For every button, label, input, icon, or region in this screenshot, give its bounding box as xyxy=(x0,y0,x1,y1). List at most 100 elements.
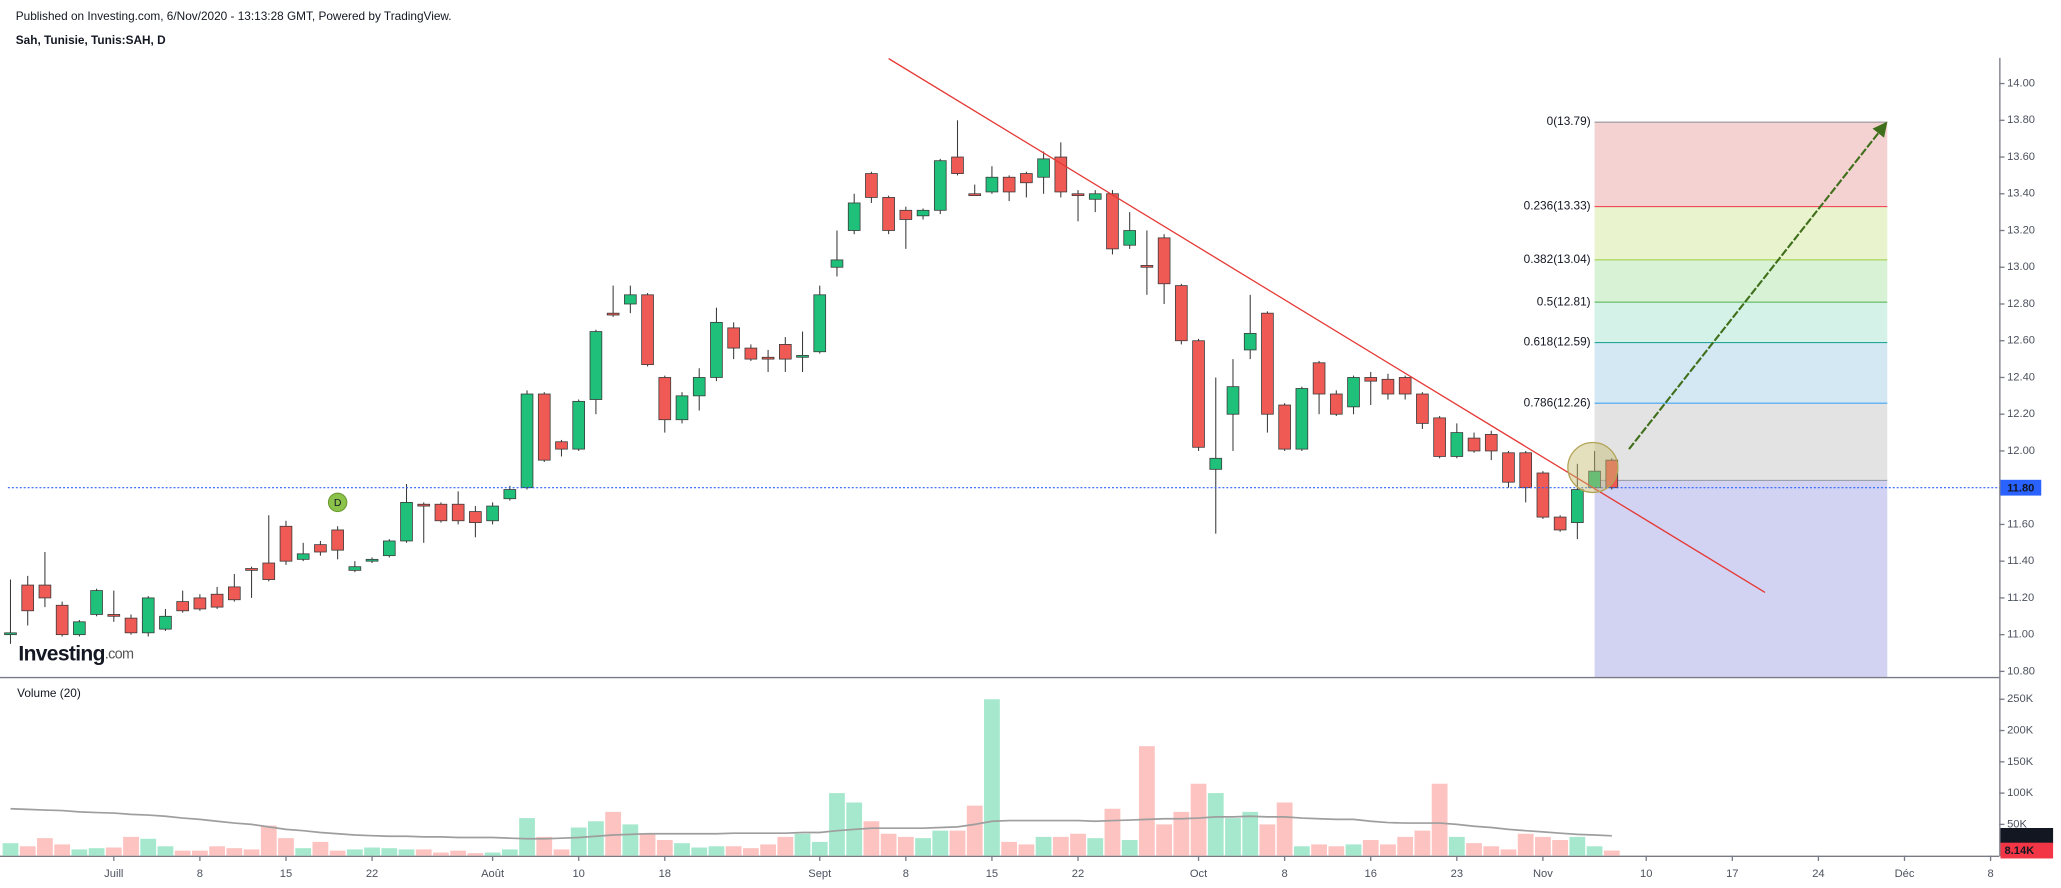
x-tick-label: 15 xyxy=(986,868,998,880)
candle-body xyxy=(624,294,637,305)
volume-tick-label: 200K xyxy=(2007,724,2034,736)
volume-bar xyxy=(1569,836,1586,856)
x-tick-label: Sept xyxy=(808,868,832,880)
candle-body xyxy=(348,566,362,571)
volume-bar xyxy=(536,836,553,856)
candle-body xyxy=(1054,156,1068,193)
volume-bar xyxy=(157,846,174,856)
candle-body xyxy=(796,355,809,358)
fib-level-label: 0.236(13.33) xyxy=(1524,199,1591,213)
candle-body xyxy=(916,209,930,217)
y-tick-label: 11.60 xyxy=(2007,518,2034,530)
volume-bar xyxy=(19,846,36,856)
volume-bar xyxy=(639,833,656,856)
volume-bar xyxy=(37,838,53,856)
candle-body xyxy=(124,617,138,634)
candle-body xyxy=(210,593,224,608)
volume-bar xyxy=(398,849,415,856)
x-tick-label: 22 xyxy=(366,868,378,880)
volume-bar xyxy=(984,699,1000,856)
volume-bar xyxy=(312,841,329,856)
candle-body xyxy=(1088,193,1102,200)
candle-body xyxy=(1347,377,1360,408)
y-tick-label: 14.00 xyxy=(2007,78,2035,90)
candle-body xyxy=(1002,176,1016,193)
candle-body xyxy=(933,160,947,211)
candle-body xyxy=(1020,173,1033,184)
candle-body xyxy=(228,586,241,601)
candle-body xyxy=(21,584,35,612)
volume-bar xyxy=(811,841,828,856)
candle-body xyxy=(1209,457,1223,470)
volume-bar xyxy=(1448,836,1465,856)
x-tick-label: Déc xyxy=(1895,868,1915,880)
fib-level-label: 0.618(12.59) xyxy=(1524,335,1591,349)
candle-body xyxy=(589,331,603,400)
volume-bar xyxy=(605,811,622,856)
candle-body xyxy=(710,321,723,378)
candle-body xyxy=(1519,452,1533,489)
volume-bar xyxy=(1328,846,1345,856)
volume-bar xyxy=(209,846,225,856)
volume-bar xyxy=(1380,844,1396,856)
volume-bar xyxy=(1173,811,1190,856)
x-tick-label: 23 xyxy=(1451,868,1463,880)
volume-bar xyxy=(897,836,914,856)
volume-bar xyxy=(794,833,811,856)
y-tick-label: 13.20 xyxy=(2007,224,2035,236)
volume-bar xyxy=(1121,840,1138,856)
volume-bar xyxy=(260,825,277,856)
candle-body xyxy=(365,558,379,562)
logo-suffix: .com xyxy=(105,646,134,662)
x-tick-label: 15 xyxy=(280,868,292,880)
fib-level-label: 0.382(13.04) xyxy=(1524,252,1591,266)
candle-body xyxy=(245,568,258,571)
volume-bar xyxy=(742,848,759,856)
volume-bar xyxy=(140,838,157,856)
candle-body xyxy=(1553,516,1567,531)
volume-bar xyxy=(88,848,105,856)
fib-band xyxy=(1594,206,1888,260)
volume-bar xyxy=(656,840,673,856)
volume-bar xyxy=(484,852,501,856)
price-tag xyxy=(2000,479,2042,496)
volume-bar xyxy=(760,844,776,856)
candle-body xyxy=(899,209,913,220)
candle-body xyxy=(486,505,499,522)
y-tick-label: 13.40 xyxy=(2007,188,2035,200)
x-tick-label: 10 xyxy=(572,868,584,880)
volume-bar xyxy=(1466,843,1482,856)
volume-bar xyxy=(433,852,449,856)
x-tick-label: 8 xyxy=(1987,868,1993,880)
volume-bar xyxy=(278,838,294,856)
candle-body xyxy=(1175,285,1188,342)
y-tick-label: 12.40 xyxy=(2007,371,2035,383)
volume-bar xyxy=(123,836,139,856)
volume-bar xyxy=(1035,836,1052,856)
candle-body xyxy=(55,604,69,636)
logo-main: Investing xyxy=(18,642,104,665)
x-tick-label: 10 xyxy=(1640,868,1652,880)
volume-bar xyxy=(1087,838,1104,856)
volume-bar xyxy=(691,847,708,856)
candle-body xyxy=(865,173,878,198)
volume-bar xyxy=(1345,844,1362,856)
x-tick-label: Août xyxy=(481,868,505,880)
y-tick-label: 13.80 xyxy=(2007,114,2035,126)
candle-body xyxy=(331,529,344,551)
fib-base-band xyxy=(1594,480,1888,677)
candle-body xyxy=(555,441,568,450)
candle-body xyxy=(159,615,172,630)
candle-body xyxy=(761,356,775,360)
volume-bar xyxy=(1070,833,1086,856)
volume-bar xyxy=(226,848,243,856)
highlight-circle xyxy=(1567,441,1619,494)
volume-bar xyxy=(932,830,949,856)
candle-body xyxy=(1329,393,1343,415)
candle-body xyxy=(830,259,844,268)
volume-bar xyxy=(1397,836,1414,856)
volume-bar xyxy=(777,836,794,856)
volume-bar xyxy=(863,821,880,856)
volume-bar xyxy=(588,821,604,856)
volume-bar xyxy=(1207,793,1224,856)
